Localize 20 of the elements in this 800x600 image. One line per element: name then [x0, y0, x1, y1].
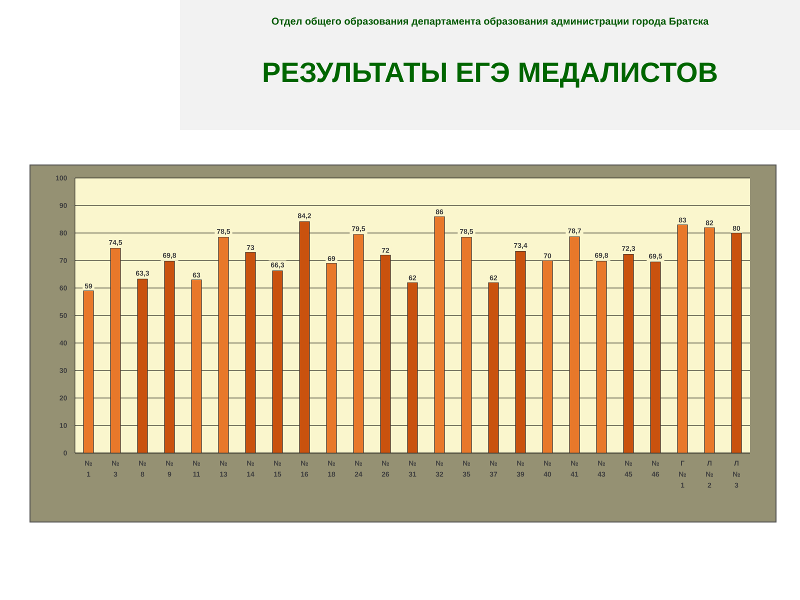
- bar: [137, 278, 148, 454]
- bar: [515, 250, 526, 454]
- bar: [245, 252, 256, 454]
- bar: [407, 282, 418, 454]
- bar: [299, 221, 310, 454]
- bar: [272, 270, 283, 454]
- bar: [704, 227, 715, 454]
- chart-title: РЕЗУЛЬТАТЫ ЕГЭ МЕДАЛИСТОВ: [264, 62, 717, 88]
- bar: [677, 224, 688, 454]
- bar: [110, 248, 121, 454]
- bar: [434, 216, 445, 454]
- bar: [623, 254, 634, 454]
- bar: [596, 260, 607, 454]
- chart-subtitle: Отдел общего образования департамента образования администрации города Братска: [272, 17, 709, 27]
- bar: [488, 282, 499, 454]
- bar: [191, 279, 202, 454]
- bar: [164, 260, 175, 454]
- bar: [731, 232, 742, 454]
- bar: [380, 254, 391, 454]
- bar: [542, 260, 553, 454]
